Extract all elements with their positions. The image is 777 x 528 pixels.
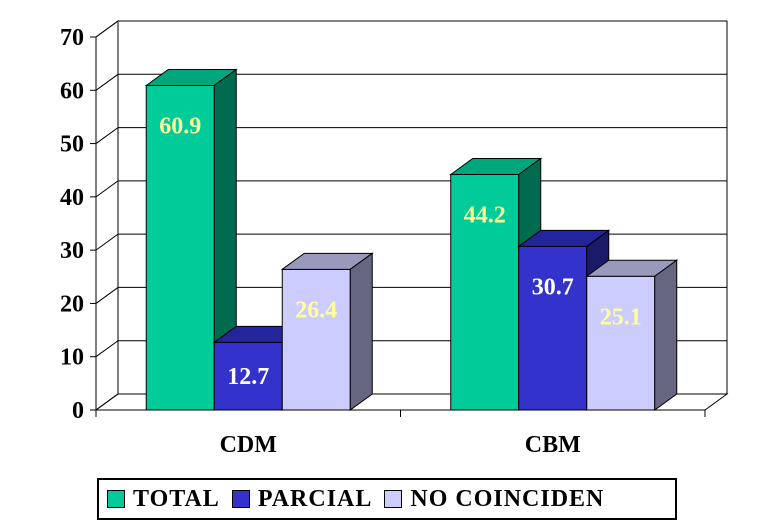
category-labels: CDM CBM — [220, 432, 581, 458]
side-wall — [95, 20, 119, 411]
y-tick-label: 70 — [60, 25, 84, 51]
y-tick-label: 60 — [60, 78, 84, 104]
bar-front — [213, 341, 283, 411]
category-label-cbm: CBM — [525, 432, 581, 458]
legend-swatch — [384, 490, 403, 508]
bar-side — [349, 252, 373, 411]
bar-front — [518, 245, 588, 411]
y-tick-label: 40 — [60, 185, 84, 211]
gridline — [95, 20, 727, 38]
legend-item-total: TOTAL — [107, 486, 220, 513]
bar-front — [145, 84, 215, 411]
y-tick-label: 10 — [60, 345, 84, 371]
bars — [144, 68, 679, 411]
legend: TOTAL PARCIAL NO COINCIDEN — [97, 478, 677, 520]
bar-total-cdm — [144, 68, 238, 411]
legend-swatch — [231, 490, 250, 508]
bar-no-coinciden-cdm — [280, 252, 374, 411]
legend-label: TOTAL — [133, 485, 220, 512]
y-tick-label: 0 — [72, 398, 84, 424]
legend-swatch — [107, 490, 125, 508]
data-label: 25.1 — [600, 304, 642, 330]
bar-side — [654, 259, 678, 411]
gridline — [95, 127, 727, 144]
bar-front — [586, 275, 656, 411]
data-label: 30.7 — [532, 274, 574, 300]
category-label-cdm: CDM — [220, 432, 277, 458]
y-tick-label: 20 — [60, 291, 84, 317]
y-axis-ticks: 0 10 20 30 40 50 60 70 — [60, 25, 84, 424]
gridline — [95, 73, 727, 91]
legend-item-no-coinciden: NO COINCIDEN — [384, 486, 604, 513]
chart-area: 0 10 20 30 40 50 60 70 60.9 12.7 26.4 44.2 30.7 25.1… — [60, 20, 729, 458]
bar-front — [450, 173, 520, 411]
legend-label: NO COINCIDEN — [410, 485, 605, 512]
y-tick-label: 30 — [60, 238, 84, 264]
data-labels: 60.9 12.7 26.4 44.2 30.7 25.1 — [159, 113, 642, 390]
data-label: 60.9 — [159, 113, 201, 139]
bar-no-coinciden-cbm — [585, 259, 679, 411]
y-tick-label: 50 — [60, 132, 84, 158]
legend-item-parcial: PARCIAL — [231, 485, 373, 513]
bar-front — [281, 268, 351, 411]
data-label: 26.4 — [295, 297, 337, 323]
data-label: 12.7 — [227, 364, 269, 390]
legend-label: PARCIAL — [257, 485, 373, 512]
data-label: 44.2 — [464, 202, 506, 228]
